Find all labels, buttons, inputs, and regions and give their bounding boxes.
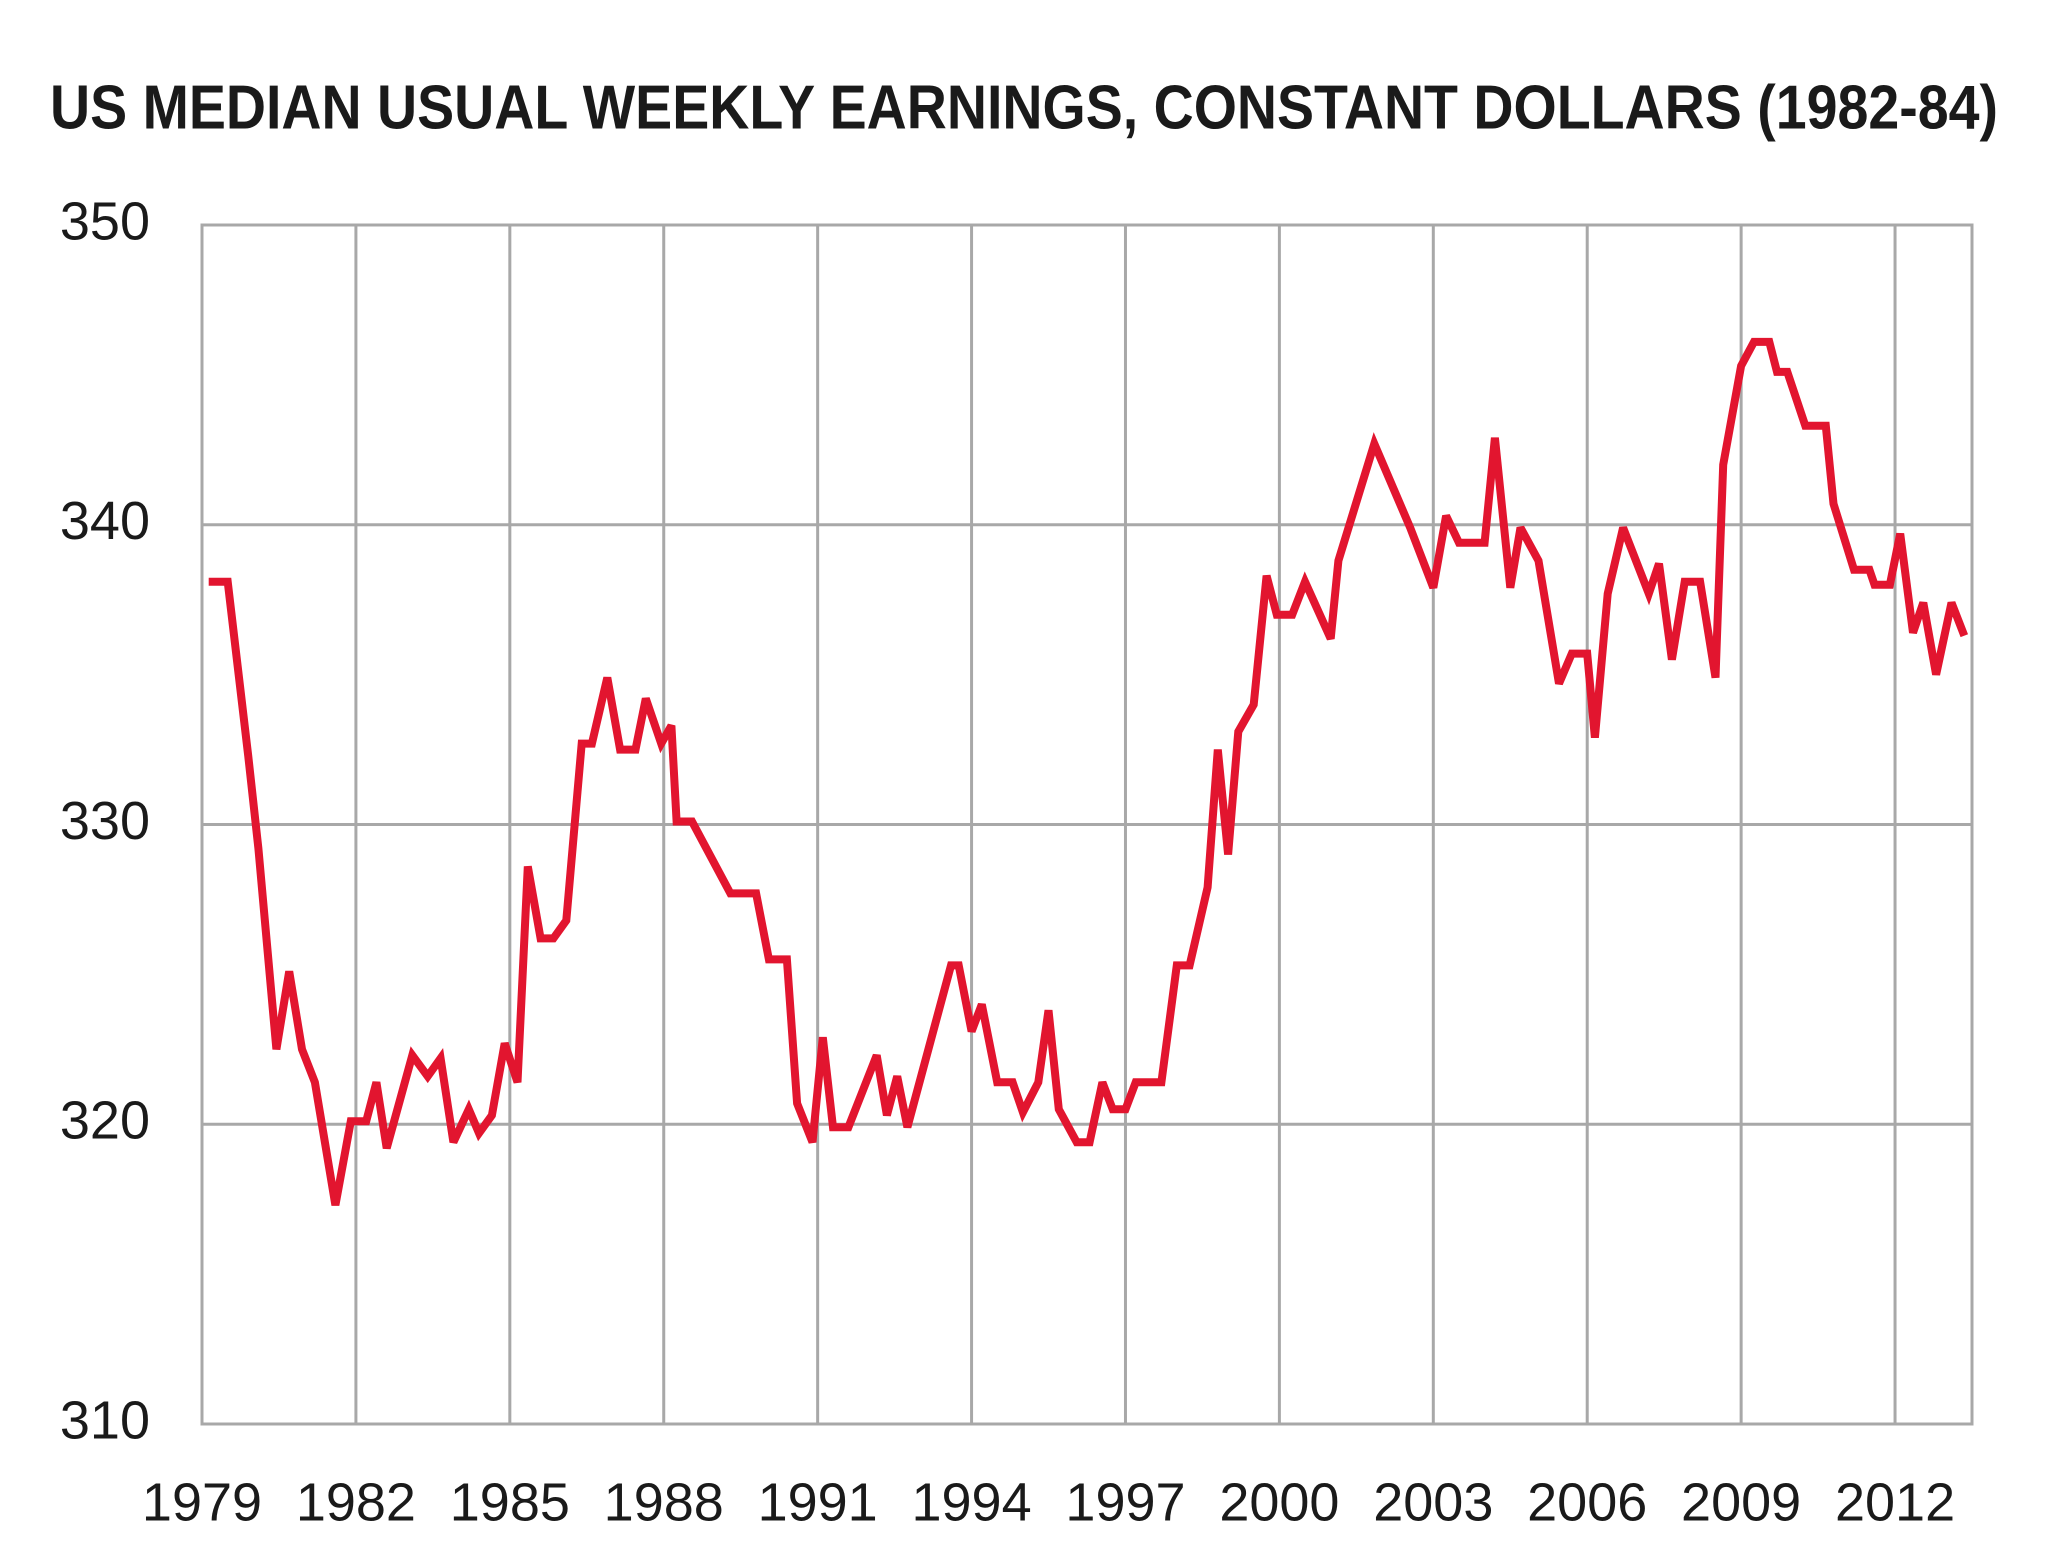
y-tick-label: 330: [60, 791, 150, 851]
x-tick-label: 2012: [1835, 1472, 1955, 1532]
x-tick-label: 1991: [758, 1472, 878, 1532]
x-tick-label: 2006: [1527, 1472, 1647, 1532]
x-tick-label: 2009: [1681, 1472, 1801, 1532]
x-tick-label: 1988: [604, 1472, 724, 1532]
y-tick-label: 350: [60, 191, 150, 251]
data-line: [208, 337, 1969, 1206]
x-tick-label: 2000: [1219, 1472, 1339, 1532]
x-tick-label: 1982: [296, 1472, 416, 1532]
y-tick-label: 320: [60, 1091, 150, 1151]
x-tick-label: 1997: [1065, 1472, 1185, 1532]
y-tick-label: 340: [60, 491, 150, 551]
plot-frame: [200, 223, 1974, 1426]
x-tick-label: 1994: [911, 1472, 1031, 1532]
x-tick-label: 1985: [450, 1472, 570, 1532]
x-tick-label: 1979: [142, 1472, 262, 1532]
x-tick-label: 2003: [1373, 1472, 1493, 1532]
chart-title: US MEDIAN USUAL WEEKLY EARNINGS, CONSTAN…: [50, 73, 1998, 142]
y-tick-label: 310: [60, 1390, 150, 1450]
